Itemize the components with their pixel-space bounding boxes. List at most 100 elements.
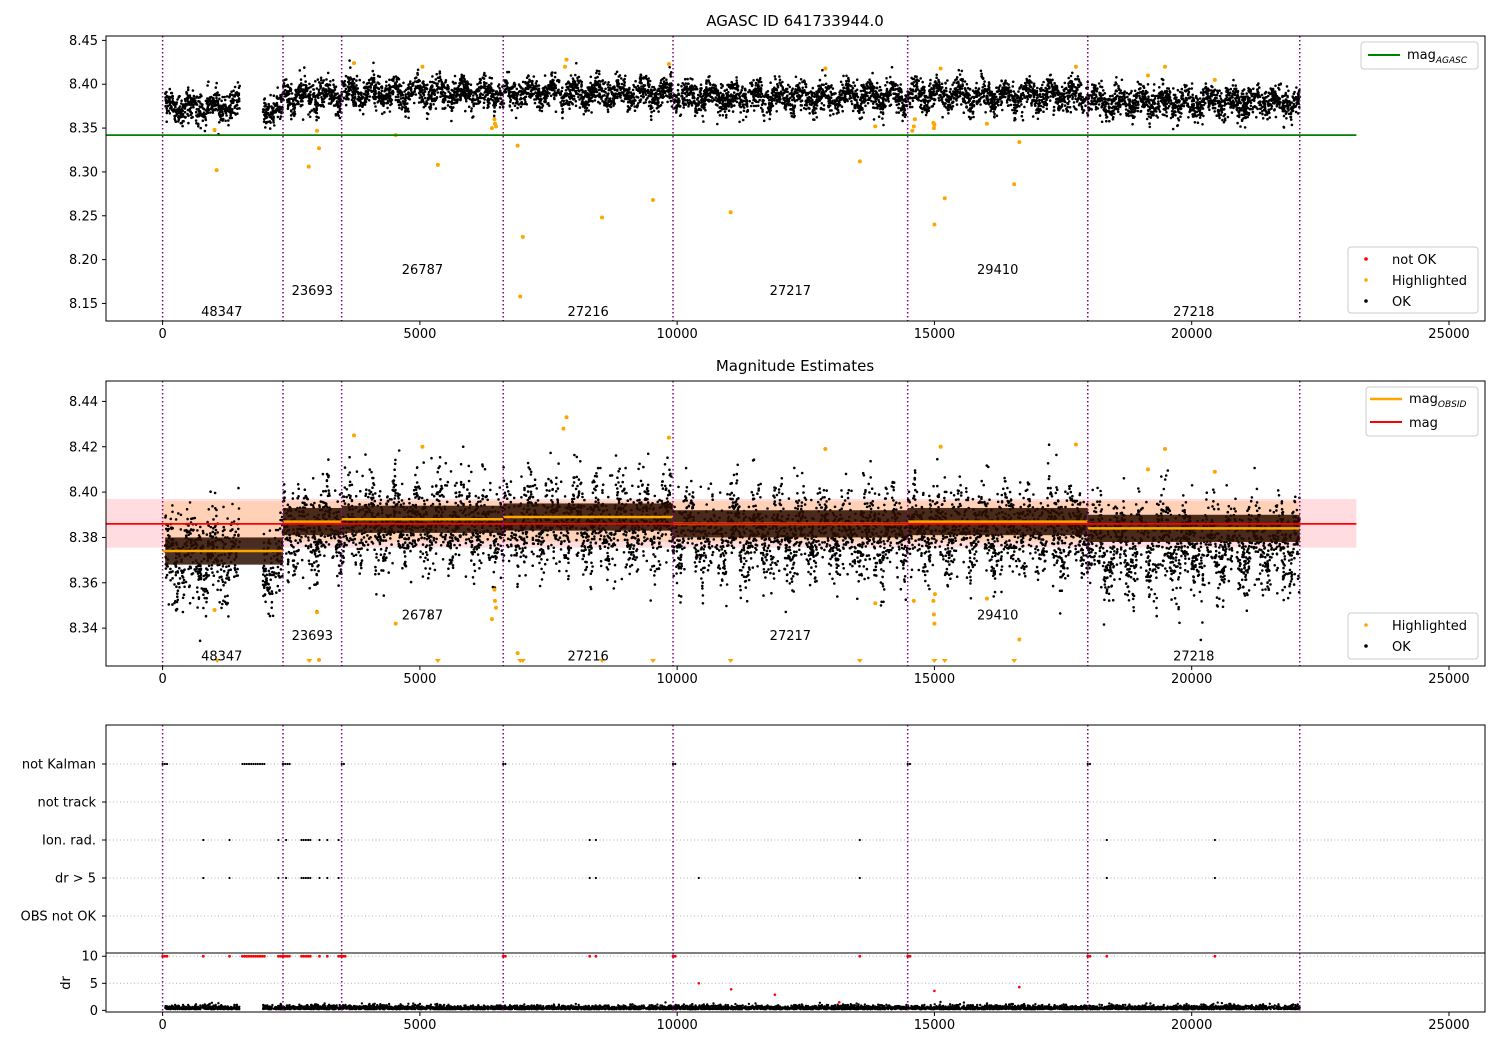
agasc-highlighted-point [1012,182,1017,187]
magnitude-highlighted-point [873,601,878,606]
magnitude-highlighted-point [212,607,217,612]
flags-panel: not Kalman not track Ion. rad. dr > 5 OBS no… [21,724,1486,954]
offscale-marker [1011,659,1018,663]
dr-ok-points [164,1000,1301,1011]
magnitude-highlighted-point [931,598,936,603]
magnitude-legend-upper: magOBSID mag [1365,386,1479,437]
y-tick-label: 10 [81,950,98,965]
magnitude-panel: Magnitude Estimates 48347 23693 26787 27216… [69,357,1486,687]
magnitude-highlighted-point [489,617,494,622]
agasc-legend-upper: magAGASC [1360,41,1479,70]
agasc-highlighted-point [728,210,733,215]
x-tick-label: 15000 [914,1018,955,1033]
dr-plot-frame [105,952,1486,1013]
magnitude-highlighted-point [823,447,828,452]
y-tick-label: 0 [90,1004,98,1019]
magnitude-highlighted-point [911,598,916,603]
y-tick-label: 8.40 [69,486,98,501]
magnitude-highlighted-point [1212,469,1217,474]
magnitude-highlighted-point [317,657,322,662]
x-tick-label: 5000 [403,327,436,342]
agasc-highlighted-point [910,128,915,133]
agasc-highlighted-point [214,168,219,173]
legend-not-ok-label: not OK [1392,253,1437,268]
legend-obsid-label: magOBSID [1409,392,1467,410]
magnitude-highlighted-point [1145,467,1150,472]
agasc-highlighted-point [1212,77,1217,82]
x-tick-label: 20000 [1171,672,1212,687]
magnitude-highlighted-point [931,612,936,617]
x-tick-label: 25000 [1428,327,1469,342]
offscale-marker [306,659,313,663]
flags-y-axis: not Kalman not track Ion. rad. dr > 5 OBS no… [21,758,106,925]
obsid-label: 27216 [567,649,608,664]
agasc-highlighted-point [857,159,862,164]
legend-agasc-label: magAGASC [1407,48,1468,66]
magnitude-legend-lower: Highlighted OK [1347,612,1479,660]
flags-plot-area [106,725,1485,953]
agasc-highlighted-point [1017,140,1022,145]
agasc-panel: AGASC ID 641733944.0 48347 23693 26787 2721… [69,12,1486,342]
magnitude-highlighted-point [494,605,499,610]
agasc-highlighted-point [306,164,311,169]
agasc-plot-frame [105,35,1486,322]
agasc-highlighted-point [666,62,671,67]
magnitude-y-axis: 8.34 8.36 8.38 8.40 8.42 8.44 [69,395,106,637]
y-tick-label: 8.40 [69,78,98,93]
obsid-label: 27218 [1173,649,1214,664]
dr-y-label: dr [59,976,74,990]
agasc-highlighted-point [984,121,989,126]
y-tick-label: 8.44 [69,395,98,410]
dr-x-axis: 0 5000 10000 15000 20000 25000 [158,1012,1470,1033]
offscale-marker [649,659,656,663]
agasc-highlighted-point [420,64,425,69]
offscale-marker [727,659,734,663]
agasc-highlighted-point [932,222,937,227]
agasc-highlighted-point [352,61,357,66]
agasc-highlighted-point [823,66,828,71]
x-tick-label: 20000 [1171,327,1212,342]
x-tick-label: 5000 [403,1018,436,1033]
dr-not-ok-point [697,982,701,985]
y-tick-label: 8.20 [69,253,98,268]
obsid-label: 26787 [402,609,443,624]
agasc-legend-lower: not OK Highlighted OK [1347,246,1479,314]
agasc-highlighted-point [564,57,569,62]
x-tick-label: 15000 [914,672,955,687]
magnitude-highlighted-point [666,435,671,440]
agasc-highlighted-point [873,124,878,129]
x-tick-label: 5000 [403,672,436,687]
x-tick-label: 10000 [656,672,697,687]
dr-not-ok-point [837,1000,841,1004]
agasc-highlighted-point [489,126,494,131]
flag-row-label: dr > 5 [55,872,96,887]
obsid-label: 26787 [402,263,443,278]
flag-row-label: OBS not OK [21,910,97,925]
y-tick-label: 8.25 [69,209,98,224]
x-tick-label: 0 [158,1018,166,1033]
y-tick-label: 8.42 [69,440,98,455]
legend-not-ok-marker [1364,257,1368,261]
dr-not-ok-point [773,993,777,996]
agasc-highlighted-point [520,234,525,239]
legend-ok-label: OK [1392,640,1411,655]
agasc-highlighted-point [1162,64,1167,69]
x-tick-label: 0 [158,672,166,687]
magnitude-highlighted-point [938,444,943,449]
y-tick-label: 8.38 [69,531,98,546]
offscale-marker [941,659,948,663]
flag-row-label: not track [37,796,96,811]
agasc-highlighted-point [492,117,497,122]
magnitude-x-axis: 0 5000 10000 15000 20000 25000 [158,666,1470,687]
dr-not-ok-point [729,987,733,991]
magnitude-highlighted-point [984,596,989,601]
magnitude-plot-frame [105,380,1486,667]
magnitude-highlighted-point [561,426,566,431]
dr-plot-area [106,953,1485,1012]
y-tick-label: 8.45 [69,34,98,49]
obsid-label: 29410 [977,609,1018,624]
obsid-label: 27218 [1173,305,1214,320]
agasc-highlighted-point [931,126,936,131]
agasc-highlighted-point [435,162,440,167]
magnitude-highlighted-point [1073,442,1078,447]
